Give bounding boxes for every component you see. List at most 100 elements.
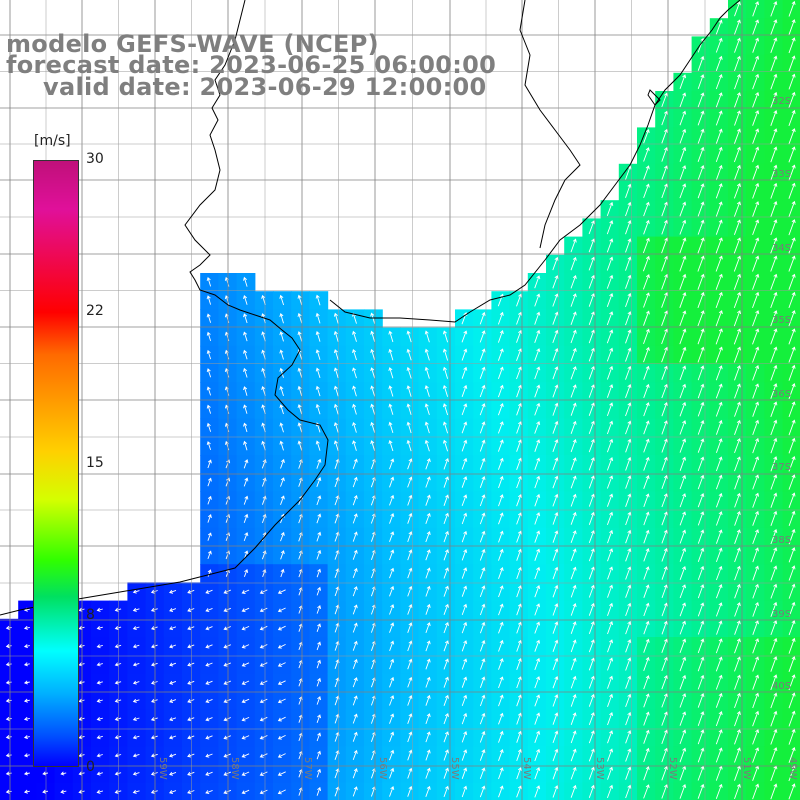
wind-arrow xyxy=(679,602,687,617)
wind-arrow xyxy=(479,403,486,416)
wind-arrow xyxy=(588,475,595,489)
wind-arrow xyxy=(788,601,796,617)
wind-arrow xyxy=(606,201,614,217)
wind-arrow xyxy=(734,602,741,617)
wind-arrow xyxy=(461,730,468,743)
wind-arrow xyxy=(407,695,413,706)
wind-arrow xyxy=(168,753,177,758)
latitude-label: 35S xyxy=(772,315,791,326)
wind-arrow xyxy=(733,201,741,217)
wind-arrow xyxy=(606,293,614,307)
wind-arrow xyxy=(205,607,213,613)
wind-arrow xyxy=(570,657,577,671)
wind-arrow xyxy=(606,475,614,489)
wind-arrow xyxy=(752,310,760,327)
wind-arrow xyxy=(534,785,541,798)
wind-arrow xyxy=(277,662,286,667)
wind-arrow xyxy=(734,729,741,745)
wind-arrow xyxy=(734,511,741,526)
wind-arrow xyxy=(169,680,177,685)
wind-arrow xyxy=(679,365,687,381)
wind-arrow xyxy=(606,238,614,253)
wind-direction-arrows xyxy=(5,0,796,800)
wind-arrow xyxy=(752,73,760,90)
wind-arrow xyxy=(570,384,577,398)
wind-arrow xyxy=(697,711,705,727)
wind-arrow xyxy=(406,366,412,379)
wind-arrow xyxy=(407,604,413,615)
wind-arrow xyxy=(788,510,796,527)
map-title-model: modelo GEFS-WAVE (NCEP) xyxy=(6,30,379,58)
wind-arrow xyxy=(679,584,687,599)
latitude-labels: 32S 33S 34S 35S 36S 37S 38S 39S 40S xyxy=(772,96,791,692)
wind-arrow xyxy=(352,385,357,397)
wind-arrow xyxy=(715,602,723,617)
wind-arrow xyxy=(588,784,595,798)
wind-arrow xyxy=(407,749,413,761)
wind-arrow xyxy=(443,549,449,561)
wind-arrow xyxy=(461,785,468,798)
wind-arrow xyxy=(679,310,687,327)
wind-arrow xyxy=(461,585,468,597)
wind-arrow xyxy=(280,568,285,578)
wind-arrow xyxy=(770,310,778,327)
wind-arrow xyxy=(96,662,103,667)
wind-arrow xyxy=(715,492,723,508)
wind-arrow xyxy=(534,639,541,652)
wind-arrow xyxy=(497,311,504,325)
wind-arrow xyxy=(661,146,668,162)
wind-arrow xyxy=(352,586,358,597)
wind-arrow xyxy=(534,457,541,471)
wind-arrow xyxy=(243,386,248,396)
wind-arrow xyxy=(424,366,430,379)
wind-arrow xyxy=(5,735,12,740)
wind-arrow xyxy=(297,404,303,415)
wind-arrow xyxy=(277,643,286,649)
wind-arrow xyxy=(169,644,177,649)
wind-arrow xyxy=(697,547,705,562)
wind-arrow xyxy=(207,495,212,505)
wind-arrow xyxy=(187,608,195,612)
wind-arrow xyxy=(5,771,12,776)
wind-arrow xyxy=(733,346,742,363)
wind-arrow xyxy=(316,677,322,687)
wind-arrow xyxy=(352,440,357,451)
wind-arrow xyxy=(607,584,614,598)
wind-arrow xyxy=(425,785,431,797)
wind-arrow xyxy=(770,510,778,526)
wind-arrow xyxy=(715,783,723,799)
wind-arrow xyxy=(516,512,522,525)
wind-arrow xyxy=(425,713,431,725)
wind-arrow xyxy=(661,675,668,690)
wind-arrow xyxy=(752,783,760,800)
wind-arrow xyxy=(388,403,394,415)
wind-arrow xyxy=(697,765,705,781)
wind-arrow xyxy=(259,607,268,613)
wind-arrow xyxy=(96,753,103,758)
wind-arrow xyxy=(625,493,632,507)
wind-arrow xyxy=(606,438,614,453)
wind-arrow xyxy=(424,348,430,361)
wind-arrow xyxy=(716,620,723,635)
wind-arrow xyxy=(770,219,778,236)
wind-arrow xyxy=(697,602,705,617)
wind-arrow xyxy=(661,584,668,599)
wind-arrow xyxy=(788,583,796,599)
wind-arrow xyxy=(715,37,723,53)
wind-arrow xyxy=(516,748,522,762)
wind-arrow xyxy=(625,201,632,217)
wind-arrow xyxy=(352,422,357,433)
wind-arrow xyxy=(5,625,12,631)
wind-speed-cell xyxy=(782,782,800,800)
wind-arrow xyxy=(752,19,760,35)
wind-arrow xyxy=(752,456,760,472)
wind-arrow xyxy=(169,626,177,631)
wind-arrow xyxy=(625,602,632,617)
wind-arrow xyxy=(277,734,286,740)
colorbar-unit: [m/s] xyxy=(34,133,71,149)
wind-arrow xyxy=(715,273,723,290)
wind-arrow xyxy=(443,785,449,798)
wind-arrow xyxy=(352,476,358,488)
wind-arrow xyxy=(297,367,303,378)
longitude-label: 59W xyxy=(157,757,168,780)
